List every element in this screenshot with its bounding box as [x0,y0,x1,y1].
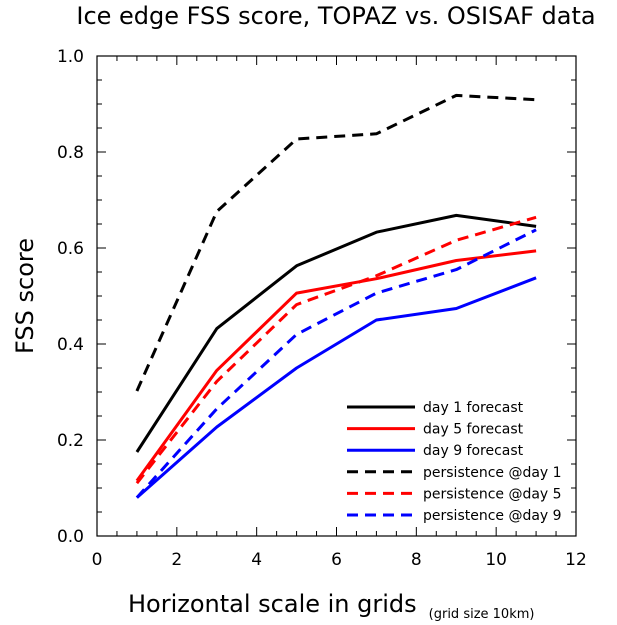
series-layer [135,93,537,499]
legend-label: day 5 forecast [423,422,524,438]
y-tick-label: 0.2 [57,431,84,451]
y-tick-label: 0.0 [57,527,84,547]
x-tick-label: 10 [485,550,507,570]
x-axis-label-main: Horizontal scale in grids [128,590,417,618]
x-axis-label: Horizontal scale in grids (grid size 10k… [128,590,534,622]
series-line-day-1-forecast [135,213,537,453]
legend-label: persistence @day 1 [423,465,562,481]
x-tick-label: 2 [171,550,182,570]
series-line-day-9-forecast [135,276,537,499]
y-tick-label: 1.0 [57,47,84,67]
x-tick-label: 4 [251,550,262,570]
y-axis-label: FSS score [11,238,39,354]
y-tick-label: 0.8 [57,143,84,163]
series-line-day-5-forecast [135,249,537,482]
x-tick-label: 6 [331,550,342,570]
legend-label: persistence @day 9 [423,508,562,524]
x-tick-label: 12 [565,550,587,570]
y-tick-label: 0.4 [57,335,84,355]
series-line-persistence-day-1 [135,93,537,392]
chart-title: Ice edge FSS score, TOPAZ vs. OSISAF dat… [76,2,595,30]
legend-label: day 9 forecast [423,443,524,459]
series-line-persistence-day-9 [135,228,537,499]
legend-label: day 1 forecast [423,400,524,416]
legend: day 1 forecast day 5 forecast day 9 foreca… [347,400,562,524]
x-axis-label-note: (grid size 10km) [429,607,535,622]
y-tick-label: 0.6 [57,239,84,259]
x-tick-label: 0 [92,550,103,570]
tick-layer: 0 2 4 6 8 10 12 0.0 0.2 0.4 0.6 0.8 1.0 [57,47,587,570]
x-tick-label: 8 [411,550,422,570]
legend-label: persistence @day 5 [423,486,562,502]
